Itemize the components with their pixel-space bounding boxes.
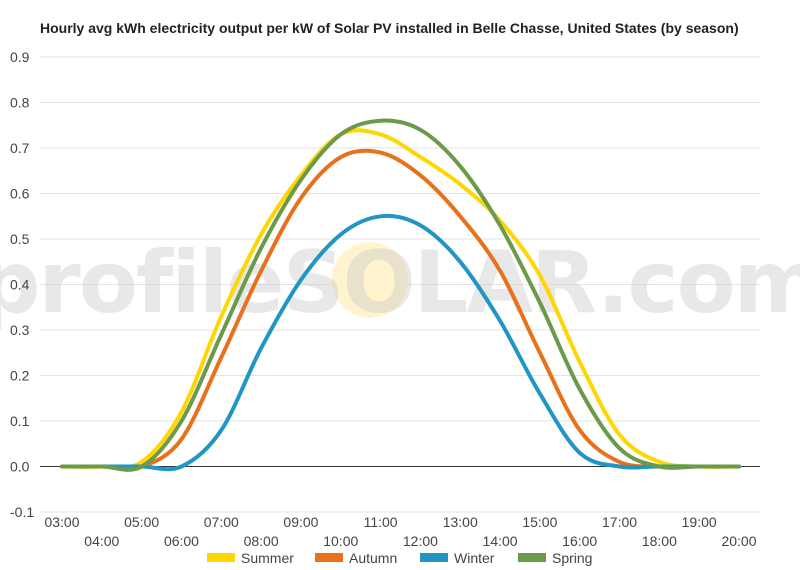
series-line-winter — [60, 213, 741, 472]
y-tick-label: 0.1 — [10, 413, 30, 429]
watermark-text: profileSOLAR.com — [0, 233, 800, 333]
series-line-summer — [60, 128, 741, 470]
x-tick-label: 11:00 — [364, 514, 398, 530]
y-tick-label: 0.9 — [10, 49, 30, 65]
y-tick-label: 0.7 — [10, 140, 30, 156]
x-tick-label: 13:00 — [443, 514, 478, 530]
y-tick-label: 0.6 — [10, 186, 30, 202]
series-line-spring — [60, 118, 741, 472]
x-tick-label: 20:00 — [721, 533, 756, 549]
x-tick-label: 10:00 — [323, 533, 358, 549]
legend-swatch-spring — [518, 553, 546, 562]
chart-title: Hourly avg kWh electricity output per kW… — [40, 20, 739, 36]
y-tick-label: 0.5 — [10, 231, 30, 247]
x-tick-label: 09:00 — [283, 514, 318, 530]
y-tick-label: 0.0 — [10, 459, 30, 475]
legend: Summer Autumn Winter Spring — [207, 550, 592, 566]
y-tick-label: 0.3 — [10, 322, 30, 338]
x-tick-label: 18:00 — [642, 533, 677, 549]
x-tick-label: 06:00 — [164, 533, 199, 549]
x-tick-label: 03:00 — [44, 514, 79, 530]
x-tick-label: 15:00 — [522, 514, 557, 530]
x-tick-label: 14:00 — [483, 533, 518, 549]
series-group — [60, 118, 741, 472]
grid — [40, 56, 760, 513]
legend-swatch-autumn — [315, 553, 343, 562]
x-tick-label: 05:00 — [124, 514, 159, 530]
legend-swatch-winter — [420, 553, 448, 562]
legend-swatch-summer — [207, 553, 235, 562]
x-tick-label: 04:00 — [84, 533, 119, 549]
x-tick-label: 08:00 — [244, 533, 279, 549]
legend-label-spring: Spring — [552, 550, 592, 566]
watermark-sun — [332, 242, 408, 318]
y-tick-label: -0.1 — [10, 504, 34, 520]
x-tick-label: 16:00 — [562, 533, 597, 549]
watermark: profileSOLAR.com — [0, 233, 800, 333]
x-tick-label: 17:00 — [602, 514, 637, 530]
x-tick-label: 07:00 — [204, 514, 239, 530]
legend-label-winter: Winter — [454, 550, 495, 566]
y-tick-label: 0.2 — [10, 368, 30, 384]
y-tick-label: 0.4 — [10, 277, 30, 293]
y-axis: -0.1 0.0 0.1 0.2 0.3 0.4 0.5 0.6 0.7 0.8 0.9 — [10, 49, 34, 520]
y-tick-label: 0.8 — [10, 95, 30, 111]
x-tick-label: 12:00 — [403, 533, 438, 549]
legend-label-autumn: Autumn — [349, 550, 397, 566]
series-line-autumn — [60, 148, 741, 471]
x-tick-label: 19:00 — [682, 514, 717, 530]
legend-label-summer: Summer — [241, 550, 294, 566]
